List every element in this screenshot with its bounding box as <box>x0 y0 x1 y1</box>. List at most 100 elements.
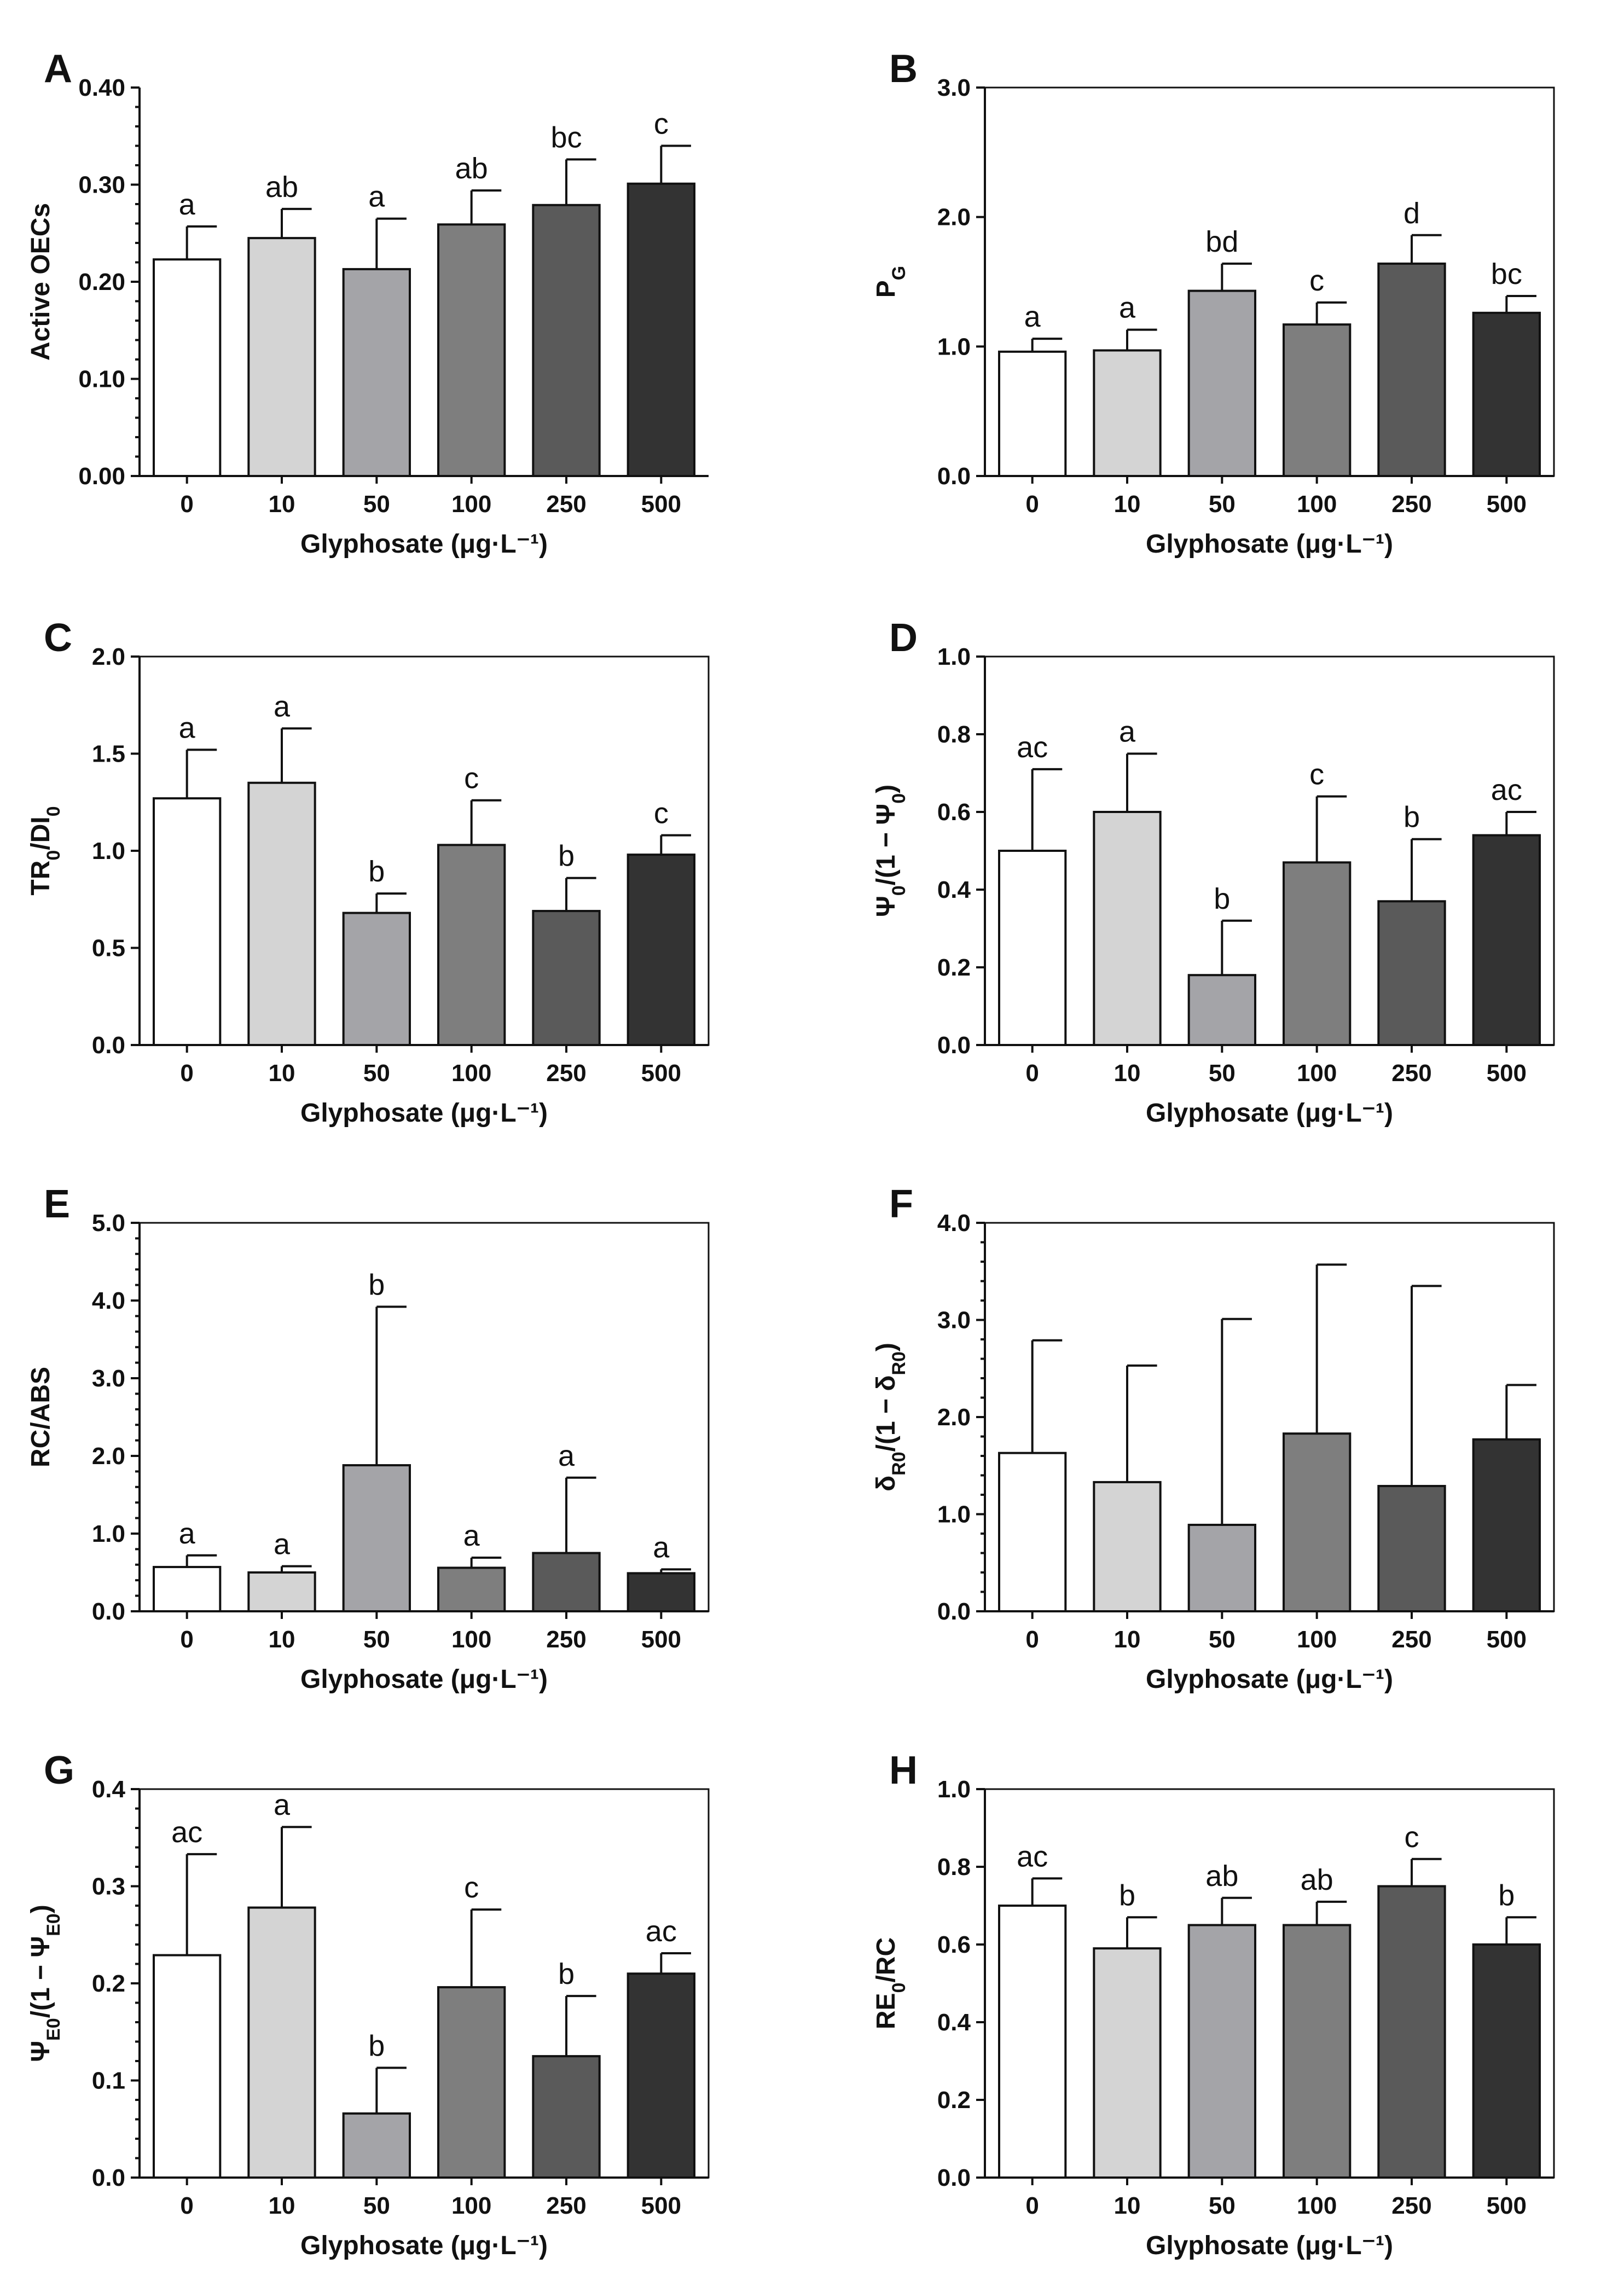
significance-label: a <box>368 181 385 213</box>
x-axis-title: Glyphosate (μg·L⁻¹) <box>1146 1099 1393 1128</box>
bar-250 <box>532 1552 601 1612</box>
x-tick-label: 500 <box>1487 1060 1527 1087</box>
bar-0 <box>153 797 222 1047</box>
y-tick-label: 0.30 <box>78 172 125 199</box>
significance-label: a <box>1119 292 1136 324</box>
significance-label: ab <box>1205 1860 1238 1893</box>
panel-letter: H <box>889 1749 918 1792</box>
significance-label: ab <box>1301 1864 1333 1896</box>
panel-F: F 0.0 1.0 2.0 3.0 4.0 0 10 50 100 250 500 Glyphosate… <box>872 1182 1555 1694</box>
significance-label: a <box>653 1531 670 1564</box>
x-tick-label: 0 <box>180 491 193 518</box>
x-tick-label: 250 <box>1391 1626 1431 1653</box>
plot-frame <box>138 655 710 1046</box>
bar-250 <box>532 910 601 1047</box>
y-axis-title: RE0/RC <box>872 1937 909 2029</box>
x-axis-title: Glyphosate (μg·L⁻¹) <box>300 2231 548 2260</box>
significance-label: c <box>654 108 669 141</box>
bar-10 <box>247 1906 316 2179</box>
y-axis-title: Active OECs <box>26 203 55 361</box>
panel-letter: A <box>44 47 72 91</box>
significance-label: b <box>1119 1879 1135 1912</box>
y-tick-label: 5.0 <box>92 1210 125 1237</box>
y-tick-label: 0.3 <box>92 1873 125 1900</box>
y-tick-label: 4.0 <box>92 1287 125 1314</box>
bar-250 <box>1377 900 1446 1047</box>
x-tick-label: 50 <box>1209 1060 1236 1087</box>
x-tick-label: 500 <box>1487 491 1527 518</box>
y-tick-label: 0.6 <box>937 1931 971 1958</box>
y-tick-label: 0.2 <box>937 2087 971 2114</box>
x-tick-label: 50 <box>363 491 390 518</box>
bar-500 <box>627 1972 695 2179</box>
y-tick-label: 1.0 <box>937 1501 971 1528</box>
bar-0 <box>153 1954 222 2179</box>
significance-label: ac <box>646 1915 677 1948</box>
x-tick-label: 50 <box>1209 491 1236 518</box>
bar-500 <box>1472 1438 1541 1612</box>
significance-label: c <box>1405 1821 1419 1854</box>
significance-label: a <box>274 1789 291 1821</box>
y-tick-label: 0.4 <box>92 1776 126 1803</box>
x-tick-label: 250 <box>1391 2192 1431 2219</box>
panel-B: B 0.0 1.0 2.0 3.0 0 a 10 a 50 bd 100 c 250 d 500 bc Glyph… <box>872 47 1555 559</box>
y-tick-label: 0.6 <box>937 799 971 826</box>
significance-label: c <box>1309 264 1324 297</box>
y-tick-label: 0.1 <box>92 2068 125 2094</box>
x-tick-label: 100 <box>451 1060 491 1087</box>
significance-label: d <box>1403 197 1420 230</box>
bar-10 <box>1093 1481 1162 1613</box>
y-tick-label: 0.0 <box>937 1032 971 1059</box>
significance-label: ac <box>1491 774 1522 806</box>
bar-50 <box>342 268 411 477</box>
significance-label: b <box>1498 1879 1515 1912</box>
bar-10 <box>1093 349 1162 478</box>
y-tick-label: 2.0 <box>937 1404 971 1431</box>
plot-frame <box>984 1788 1555 2179</box>
y-tick-label: 1.0 <box>937 643 971 670</box>
significance-label: b <box>558 840 575 873</box>
x-tick-label: 0 <box>1025 2192 1039 2219</box>
significance-label: a <box>179 188 196 221</box>
x-tick-label: 50 <box>363 2192 390 2219</box>
x-tick-label: 0 <box>1025 491 1039 518</box>
x-tick-label: 100 <box>451 2192 491 2219</box>
y-tick-label: 0.40 <box>78 74 125 101</box>
y-tick-label: 1.0 <box>937 333 971 360</box>
x-tick-label: 250 <box>546 1060 586 1087</box>
bar-50 <box>1187 1524 1257 1612</box>
significance-label: c <box>464 762 479 795</box>
y-tick-label: 0.0 <box>92 2164 125 2191</box>
x-tick-label: 0 <box>180 1626 193 1653</box>
x-tick-label: 100 <box>1297 2192 1337 2219</box>
significance-label: bc <box>550 121 582 154</box>
bar-100 <box>437 844 506 1046</box>
significance-label: b <box>1403 801 1420 834</box>
panel-H: H 0.0 0.2 0.4 0.6 0.8 1.0 0 ac 10 b 50 ab 100 ab 250 c 50… <box>872 1749 1555 2260</box>
y-tick-label: 4.0 <box>937 1210 971 1237</box>
x-tick-label: 0 <box>180 1060 193 1087</box>
significance-label: a <box>274 690 291 723</box>
panel-letter: F <box>889 1182 913 1226</box>
x-axis-title: Glyphosate (μg·L⁻¹) <box>1146 2231 1393 2260</box>
y-tick-label: 2.0 <box>937 204 971 231</box>
y-axis-title: PG <box>872 266 909 298</box>
x-tick-label: 0 <box>1025 1626 1039 1653</box>
significance-label: b <box>368 2029 385 2062</box>
bar-100 <box>437 223 506 477</box>
y-tick-label: 0.4 <box>937 877 971 903</box>
y-tick-label: 0.2 <box>937 954 971 981</box>
panel-D: D 0.0 0.2 0.4 0.6 0.8 1.0 0 ac 10 a 50 b 100 c 250 b 500 a… <box>872 616 1555 1128</box>
y-tick-label: 2.0 <box>92 1443 125 1470</box>
x-tick-label: 50 <box>1209 2192 1236 2219</box>
plot-frame <box>138 1788 710 2179</box>
bar-100 <box>437 1566 506 1612</box>
x-tick-label: 250 <box>546 491 586 518</box>
panel-letter: E <box>44 1182 70 1226</box>
y-tick-label: 1.0 <box>92 838 125 864</box>
x-tick-label: 250 <box>1391 491 1431 518</box>
x-tick-label: 10 <box>1114 2192 1141 2219</box>
y-tick-label: 2.0 <box>92 643 125 670</box>
x-tick-label: 10 <box>269 1060 295 1087</box>
